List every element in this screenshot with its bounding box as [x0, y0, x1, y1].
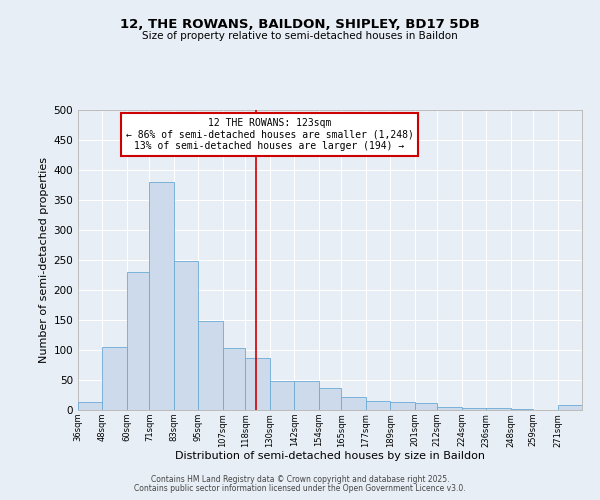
Text: Contains public sector information licensed under the Open Government Licence v3: Contains public sector information licen…	[134, 484, 466, 493]
Bar	[174, 261, 199, 410]
Bar	[511, 409, 533, 410]
Bar	[199, 321, 223, 410]
Bar	[486, 408, 511, 410]
Bar	[78, 402, 103, 410]
Bar	[415, 403, 437, 410]
Bar	[341, 397, 366, 410]
Bar	[319, 388, 341, 410]
Bar	[149, 182, 174, 410]
Bar	[461, 408, 486, 410]
Text: 12, THE ROWANS, BAILDON, SHIPLEY, BD17 5DB: 12, THE ROWANS, BAILDON, SHIPLEY, BD17 5…	[120, 18, 480, 30]
Y-axis label: Number of semi-detached properties: Number of semi-detached properties	[39, 157, 49, 363]
Text: Size of property relative to semi-detached houses in Baildon: Size of property relative to semi-detach…	[142, 31, 458, 41]
Bar	[366, 401, 390, 410]
Bar	[294, 381, 319, 410]
Bar	[270, 381, 294, 410]
Text: Contains HM Land Registry data © Crown copyright and database right 2025.: Contains HM Land Registry data © Crown c…	[151, 475, 449, 484]
Bar	[223, 348, 245, 410]
Bar	[437, 407, 461, 410]
Bar	[103, 347, 127, 410]
Bar	[557, 405, 582, 410]
X-axis label: Distribution of semi-detached houses by size in Baildon: Distribution of semi-detached houses by …	[175, 451, 485, 461]
Bar	[245, 358, 270, 410]
Bar	[390, 402, 415, 410]
Bar	[127, 272, 149, 410]
Text: 12 THE ROWANS: 123sqm
← 86% of semi-detached houses are smaller (1,248)
13% of s: 12 THE ROWANS: 123sqm ← 86% of semi-deta…	[125, 118, 413, 150]
